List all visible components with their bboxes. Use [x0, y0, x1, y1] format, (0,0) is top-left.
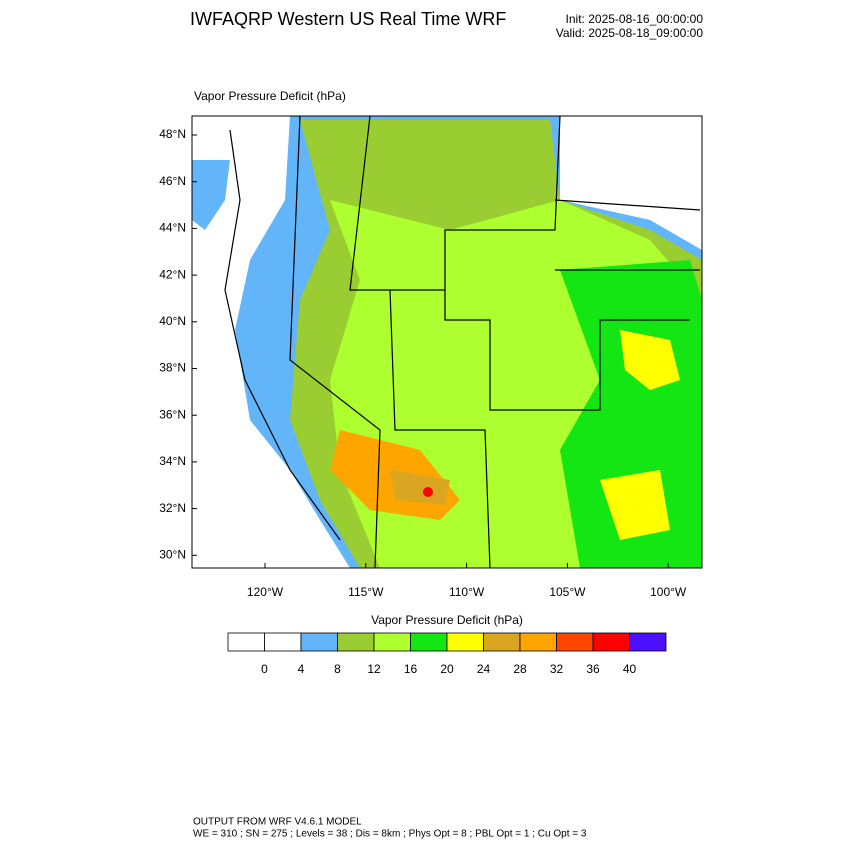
title: IWFAQRP Western US Real Time WRF [190, 9, 506, 29]
colorbar-box [592, 632, 630, 652]
colorbar-label: 32 [550, 662, 564, 676]
colorbar-label: 36 [586, 662, 600, 676]
colorbar-box [227, 632, 265, 652]
colorbar-label: 28 [513, 662, 527, 676]
lat-label: 34°N [159, 454, 186, 468]
colorbar-box [264, 632, 302, 652]
colorbar-box [337, 632, 375, 652]
colorbar-box [556, 632, 594, 652]
lat-label: 36°N [159, 407, 186, 421]
lon-label: 120°W [247, 585, 284, 599]
colorbar-box [300, 632, 338, 652]
colorbar-box [373, 632, 411, 652]
colorbar-box [410, 632, 448, 652]
lat-label: 48°N [159, 127, 186, 141]
lat-label: 44°N [159, 221, 186, 235]
colorbar-label: 0 [261, 662, 268, 676]
colorbar-box [629, 632, 667, 652]
lat-label: 40°N [159, 314, 186, 328]
colorbar-box [446, 632, 484, 652]
colorbar-box [519, 632, 557, 652]
footer-line: OUTPUT FROM WRF V4.6.1 MODEL [193, 817, 362, 828]
colorbar-label: 4 [298, 662, 305, 676]
lat-labels: 48°N 46°N 44°N 42°N 40°N 38°N 36°N 34°N 32°N 30°N [159, 127, 197, 561]
colorbar-label: 12 [367, 662, 381, 676]
lon-label: 110°W [449, 585, 485, 599]
map [191, 115, 703, 569]
lon-label: 100°W [650, 585, 687, 599]
lat-label: 42°N [159, 267, 186, 281]
colorbar-label: 24 [477, 662, 491, 676]
map-title: Vapor Pressure Deficit (hPa) [194, 89, 346, 103]
colorbar-box [483, 632, 521, 652]
lon-labels: 120°W 115°W 110°W 105°W 100°W [247, 563, 687, 599]
lon-label: 115°W [348, 585, 384, 599]
lat-label: 30°N [159, 547, 186, 561]
colorbar-title: Vapor Pressure Deficit (hPa) [371, 613, 523, 627]
lat-label: 32°N [159, 501, 186, 515]
colorbar-label: 40 [623, 662, 637, 676]
lat-label: 38°N [159, 361, 186, 375]
colorbar: 0 4 8 12 16 20 24 28 32 36 40 [227, 632, 667, 676]
colorbar-label: 8 [334, 662, 341, 676]
colorbar-label: 16 [404, 662, 418, 676]
lat-label: 46°N [159, 174, 186, 188]
colorbar-label: 20 [440, 662, 454, 676]
init-time: Init: 2025-08-16_00:00:00 [566, 12, 704, 26]
footer-line: WE = 310 ; SN = 275 ; Levels = 38 ; Dis … [193, 829, 587, 840]
lon-label: 105°W [549, 585, 586, 599]
valid-time: Valid: 2025-08-18_09:00:00 [556, 26, 704, 40]
